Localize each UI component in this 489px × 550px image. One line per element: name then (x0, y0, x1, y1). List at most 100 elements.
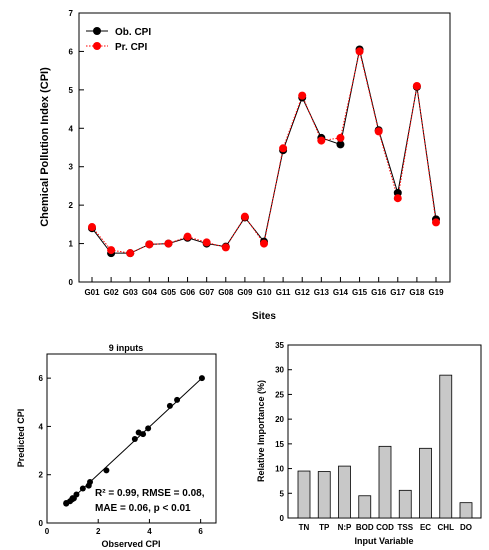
scatter-point (131, 435, 138, 442)
series-line-ob-cpi (91, 49, 437, 254)
bar-bod (358, 495, 372, 519)
bar-x-tick-label: EC (420, 523, 431, 532)
pr-cpi-point (412, 82, 421, 91)
bar-tn (297, 470, 311, 519)
top-y-tick-label: 2 (69, 201, 74, 210)
bar-x-tick-label: TP (319, 523, 330, 532)
scatter-point (87, 478, 94, 485)
scatter-y-axis-label: Predicted CPI (16, 409, 26, 468)
top-x-tick-label: G08 (218, 288, 234, 297)
top-x-tick-label: G07 (199, 288, 215, 297)
scatter-x-tick-label: 6 (198, 527, 203, 536)
legend-pr-label: Pr. CPI (115, 42, 147, 53)
bar-x-axis-label: Input Variable (354, 536, 413, 546)
top-x-tick-label: G19 (428, 288, 444, 297)
bar-y-tick-label: 25 (275, 390, 284, 399)
scatter-point (103, 467, 110, 474)
bar-x-tick-label: TN (299, 523, 310, 532)
scatter-y-tick-label: 4 (39, 422, 44, 431)
top-x-tick-label: G17 (390, 288, 406, 297)
top-y-axis-label: Chemical Pollution Index (CPI) (39, 67, 51, 227)
bar-x-tick-label: CHL (438, 523, 455, 532)
top-x-tick-label: G04 (142, 288, 158, 297)
pr-cpi-point (260, 239, 268, 248)
top-x-tick-label: G16 (371, 288, 387, 297)
top-x-tick-label: G06 (180, 288, 196, 297)
scatter-point (174, 396, 181, 403)
bar-x-tick-label: COD (376, 523, 394, 532)
scatter-point (73, 491, 80, 498)
bar-x-tick-label: DO (460, 523, 472, 532)
top-y-tick-label: 0 (69, 278, 74, 287)
top-x-tick-label: G01 (84, 288, 100, 297)
top-x-tick-label: G14 (333, 288, 349, 297)
bar-tss (398, 489, 412, 519)
bar-y-tick-label: 0 (280, 514, 285, 523)
scatter-point (166, 402, 173, 409)
bar-x-tick-label: BOD (356, 523, 374, 532)
bar-x-tick-label: N:P (338, 523, 352, 532)
top-x-tick-label: G13 (314, 288, 330, 297)
bar-y-tick-label: 15 (275, 440, 284, 449)
scatter-annotation-line1: R² = 0.99, RMSE = 0.08, (95, 488, 205, 499)
top-x-tick-label: G18 (409, 288, 425, 297)
pr-cpi-point (221, 243, 230, 252)
top-y-tick-label: 7 (69, 9, 74, 18)
top-x-tick-label: G09 (237, 288, 253, 297)
bar-x-tick-label: TSS (397, 523, 413, 532)
scatter-point (79, 485, 86, 492)
top-x-tick-label: G02 (104, 288, 120, 297)
bar-cod (378, 445, 392, 519)
top-y-tick-label: 3 (69, 163, 74, 172)
scatter-point (140, 431, 147, 438)
pr-cpi-point (145, 240, 154, 249)
top-y-tick-label: 4 (69, 124, 74, 133)
pr-cpi-point (164, 239, 173, 248)
legend-ob-label: Ob. CPI (115, 27, 151, 38)
top-y-tick-label: 5 (69, 86, 74, 95)
top-x-tick-label: G11 (276, 288, 291, 297)
bar-y-tick-label: 35 (275, 341, 284, 350)
scatter-chart: 9 inputs Predicted CPI Observed CPI R² =… (16, 343, 217, 549)
bar-y-tick-label: 30 (275, 366, 284, 375)
pr-cpi-point (355, 47, 364, 56)
pr-cpi-point (107, 246, 116, 255)
scatter-y-tick-label: 2 (39, 471, 44, 480)
top-x-axis-label: Sites (252, 311, 276, 322)
scatter-y-tick-label: 0 (39, 519, 44, 528)
pr-cpi-point (432, 218, 440, 227)
bar-y-tick-label: 10 (275, 465, 284, 474)
legend-pr-marker (93, 42, 101, 50)
top-line-chart: Chemical Pollution Index (CPI) Sites 0 1 2… (39, 9, 451, 322)
bar-ec (419, 447, 432, 519)
pr-cpi-point (298, 91, 307, 100)
scatter-point (145, 425, 152, 432)
scatter-plot-frame (46, 353, 217, 524)
pr-cpi-point (336, 133, 345, 142)
scatter-annotation-line2: MAE = 0.06, p < 0.01 (95, 503, 191, 514)
scatter-y-tick-label: 6 (39, 374, 44, 383)
pr-cpi-point (183, 232, 192, 241)
top-x-tick-label: G10 (256, 288, 272, 297)
bar-y-tick-label: 5 (280, 489, 285, 498)
scatter-point (69, 495, 76, 502)
top-x-tick-label: G15 (352, 288, 368, 297)
scatter-point (198, 375, 205, 382)
top-y-tick-label: 6 (69, 47, 74, 56)
top-x-tick-label: G03 (123, 288, 139, 297)
bar-chart: Relative Importance (%) Input Variable 0… (256, 341, 482, 546)
bar-do (459, 502, 473, 519)
bar-tp (317, 471, 331, 519)
scatter-point (63, 499, 70, 506)
scatter-x-tick-label: 2 (96, 527, 101, 536)
pr-cpi-point (88, 223, 96, 232)
pr-cpi-point (374, 127, 383, 136)
scatter-x-tick-label: 4 (147, 527, 152, 536)
scatter-x-axis-label: Observed CPI (101, 539, 160, 549)
pr-cpi-point (279, 144, 288, 153)
legend-ob-marker (93, 27, 101, 35)
pr-cpi-point (317, 136, 326, 145)
bar-y-tick-label: 20 (275, 415, 284, 424)
pr-cpi-point (393, 194, 402, 203)
